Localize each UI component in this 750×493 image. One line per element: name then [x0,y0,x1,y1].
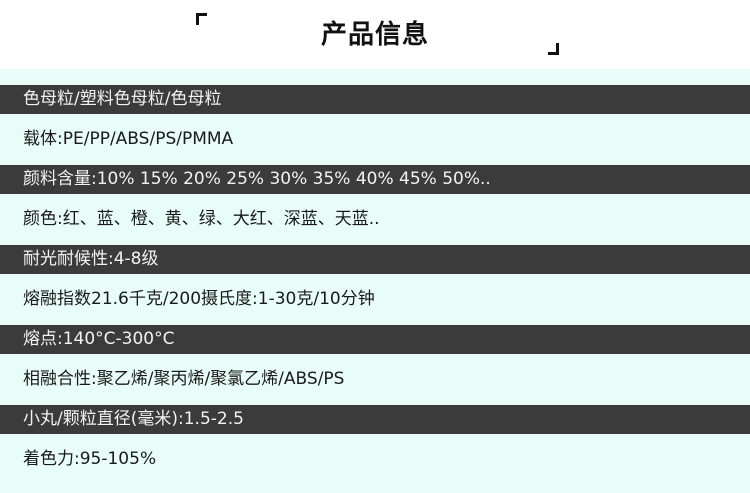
page-title: 产品信息 [320,20,429,50]
product-info-list: 色母粒/塑料色母粒/色母粒 载体:PE/PP/ABS/PS/PMMA 颜料含量:… [0,85,750,485]
corner-bracket-top-left-icon [196,13,207,25]
info-row-melting-point: 熔点:140°C-300°C [0,325,750,354]
corner-bracket-bottom-right-icon [548,43,559,55]
info-row-pigment-content: 颜料含量:10% 15% 20% 25% 30% 35% 40% 45% 50%… [0,165,750,194]
info-row-product-type: 色母粒/塑料色母粒/色母粒 [0,85,750,114]
info-row-compatibility: 相融合性:聚乙烯/聚丙烯/聚氯乙烯/ABS/PS [0,354,750,405]
info-row-carrier: 载体:PE/PP/ABS/PS/PMMA [0,114,750,165]
info-row-colors: 颜色:红、蓝、橙、黄、绿、大红、深蓝、天蓝.. [0,194,750,245]
header: 产品信息 [0,0,750,69]
info-row-light-fastness: 耐光耐候性:4-8级 [0,245,750,274]
info-row-pellet-diameter: 小丸/颗粒直径(毫米):1.5-2.5 [0,405,750,434]
info-row-melt-index: 熔融指数21.6千克/200摄氏度:1-30克/10分钟 [0,274,750,325]
info-row-tinting-strength: 着色力:95-105% [0,434,750,485]
